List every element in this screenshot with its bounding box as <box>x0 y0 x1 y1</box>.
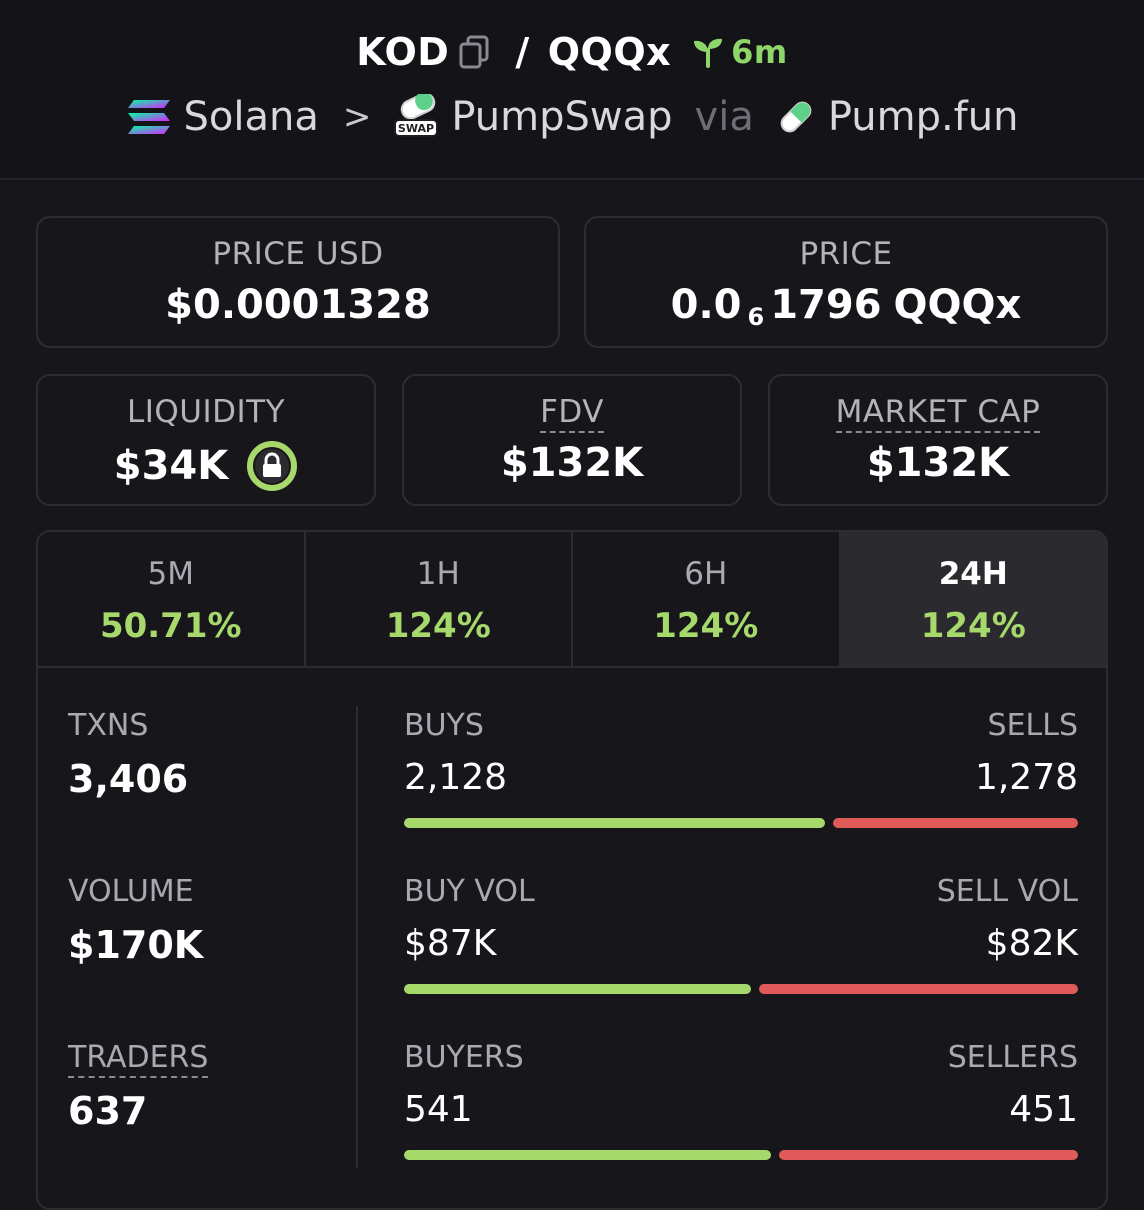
volume-split-stat: BUY VOL SELL VOL $87K $82K <box>404 874 1078 994</box>
price-usd-label: PRICE USD <box>212 236 384 272</box>
quote-token: QQQx <box>547 30 672 74</box>
txns-label: TXNS <box>68 708 149 743</box>
price-unit: QQQx <box>893 282 1022 328</box>
pair-age: 6m <box>691 33 788 71</box>
timeframe-panel: 5M 50.71% 1H 124% 6H 124% 24H 124% TXNS … <box>36 530 1108 1210</box>
liquidity-value-row: $34K <box>38 440 374 492</box>
stats-body: TXNS 3,406 VOLUME $170K TRADERS 637 BUYS… <box>38 668 1106 1208</box>
traders-stat: TRADERS 637 <box>68 1040 209 1133</box>
pair-separator: / <box>515 30 530 74</box>
traders-value: 637 <box>68 1089 148 1133</box>
pair-age-value: 6m <box>731 33 788 71</box>
buys-value: 2,128 <box>404 757 508 798</box>
market-cap-card: MARKET CAP $132K <box>768 374 1108 506</box>
sells-bar <box>833 818 1078 828</box>
chain-name[interactable]: Solana <box>183 94 319 140</box>
tab-6h-label: 6H <box>684 556 728 592</box>
sell-vol-bar <box>759 984 1078 994</box>
route-breadcrumb: Solana > SWAP PumpSwap via Pump.fun <box>0 94 1144 140</box>
buyers-sellers-stat: BUYERS SELLERS 541 451 <box>404 1040 1078 1160</box>
chevron-right-icon: > <box>342 97 372 137</box>
swap-badge: SWAP <box>398 122 434 135</box>
sells-value: 1,278 <box>974 757 1078 798</box>
sellers-bar <box>779 1150 1078 1160</box>
price-usd-card: PRICE USD $0.0001328 <box>36 216 560 348</box>
tab-24h-label: 24H <box>938 556 1008 592</box>
volume-split-bar <box>404 984 1078 994</box>
buys-bar <box>404 818 826 828</box>
liquidity-card: LIQUIDITY $34K <box>36 374 376 506</box>
pumpswap-icon: SWAP <box>393 94 439 140</box>
market-cap-value: $132K <box>866 440 1010 486</box>
volume-stat: VOLUME $170K <box>68 874 203 967</box>
fdv-label[interactable]: FDV <box>540 394 604 433</box>
lock-icon[interactable] <box>246 440 298 492</box>
txns-stat: TXNS 3,406 <box>68 708 188 801</box>
buys-sells-stat: BUYS SELLS 2,128 1,278 <box>404 708 1078 828</box>
tab-6h-change: 124% <box>653 606 759 646</box>
base-token: KOD <box>356 30 450 74</box>
tab-24h[interactable]: 24H 124% <box>840 532 1106 666</box>
stats-divider <box>356 706 358 1168</box>
solana-icon <box>126 98 172 136</box>
pair-title: KOD / QQQx 6m <box>0 30 1144 74</box>
price-native-value: 0.0 6 1796 QQQx <box>586 282 1106 331</box>
buys-label: BUYS <box>404 708 484 743</box>
price-digits: 1796 <box>770 282 882 328</box>
liquidity-value: $34K <box>113 443 229 489</box>
buyers-label: BUYERS <box>404 1040 524 1075</box>
traders-label[interactable]: TRADERS <box>68 1040 209 1078</box>
tab-5m-label: 5M <box>147 556 194 592</box>
buyers-value: 541 <box>404 1089 473 1130</box>
buy-vol-bar <box>404 984 752 994</box>
volume-label: VOLUME <box>68 874 194 909</box>
price-prefix: 0.0 <box>670 282 742 328</box>
buy-vol-label: BUY VOL <box>404 874 535 909</box>
sell-vol-label: SELL VOL <box>936 874 1078 909</box>
launchpad-name[interactable]: Pump.fun <box>827 94 1019 140</box>
tab-5m[interactable]: 5M 50.71% <box>38 532 306 666</box>
tab-24h-change: 124% <box>920 606 1026 646</box>
price-usd-value: $0.0001328 <box>165 282 431 328</box>
sell-vol-value: $82K <box>985 923 1078 964</box>
price-zero-count: 6 <box>747 303 765 331</box>
volume-value: $170K <box>68 923 204 967</box>
market-cap-label[interactable]: MARKET CAP <box>835 394 1041 433</box>
price-native-card: PRICE 0.0 6 1796 QQQx <box>584 216 1108 348</box>
copy-icon[interactable] <box>459 35 489 69</box>
fdv-card: FDV $132K <box>402 374 742 506</box>
buyers-bar <box>404 1150 772 1160</box>
buyers-sellers-bar <box>404 1150 1078 1160</box>
fdv-value: $132K <box>500 440 644 486</box>
via-label: via <box>694 94 754 140</box>
pair-header: KOD / QQQx 6m <box>0 0 1144 180</box>
pumpfun-pill-icon <box>776 97 816 137</box>
tab-1h-label: 1H <box>416 556 460 592</box>
tab-6h[interactable]: 6H 124% <box>573 532 841 666</box>
buys-sells-bar <box>404 818 1078 828</box>
dex-name[interactable]: PumpSwap <box>451 94 673 140</box>
tab-5m-change: 50.71% <box>99 606 242 646</box>
sellers-label: SELLERS <box>947 1040 1078 1075</box>
tab-1h[interactable]: 1H 124% <box>306 532 573 666</box>
txns-value: 3,406 <box>68 757 189 801</box>
price-native-label: PRICE <box>799 236 893 272</box>
liquidity-label: LIQUIDITY <box>126 394 286 430</box>
sprout-icon <box>694 38 723 68</box>
buy-vol-value: $87K <box>404 923 497 964</box>
sellers-value: 451 <box>1009 1089 1078 1130</box>
sells-label: SELLS <box>987 708 1078 743</box>
timeframe-tabs: 5M 50.71% 1H 124% 6H 124% 24H 124% <box>38 532 1106 668</box>
tab-1h-change: 124% <box>385 606 491 646</box>
